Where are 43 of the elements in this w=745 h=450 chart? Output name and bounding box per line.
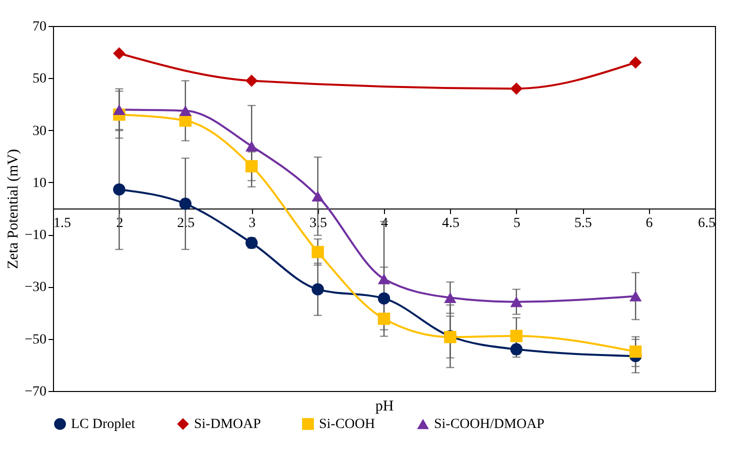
point [444, 292, 456, 303]
x-tick-label: 6 [646, 216, 653, 231]
point [378, 274, 390, 284]
y-tick-label: −70 [24, 384, 46, 400]
point [245, 236, 258, 250]
point [629, 346, 642, 358]
point [378, 292, 390, 305]
y-tick-label: 30 [32, 124, 46, 139]
point [312, 246, 324, 258]
legend-label: Si-DMOAP [194, 417, 262, 432]
point [510, 296, 523, 308]
x-tick-label: 3 [248, 216, 256, 231]
legend-label: LC Droplet [71, 417, 136, 432]
x-axis-title: pH [375, 398, 394, 414]
x-tick-label: 5 [513, 216, 520, 231]
y-tick-label: −10 [24, 228, 46, 244]
point [510, 82, 523, 95]
point [245, 140, 258, 152]
y-tick-label: 10 [32, 176, 46, 191]
point [312, 283, 324, 296]
point [113, 183, 126, 196]
point [629, 290, 642, 302]
point [510, 330, 523, 342]
point [378, 312, 390, 325]
point [179, 198, 192, 210]
legend-label: Si-COOH/DMOAP [434, 417, 545, 432]
y-tick-label: 70 [32, 20, 46, 34]
point [179, 105, 192, 116]
point [245, 160, 258, 172]
point [113, 47, 126, 60]
y-tick-label: −30 [24, 280, 46, 296]
point [629, 56, 642, 69]
x-tick-label: 5.5 [574, 216, 592, 231]
y-tick-label: −50 [24, 332, 46, 348]
x-tick-label: 4.5 [442, 216, 460, 231]
point [245, 74, 258, 87]
x-tick-label: 1.5 [54, 216, 71, 231]
legend-label: Si-COOH [319, 417, 376, 432]
point [312, 190, 324, 202]
y-axis-title: Zeta Potential (mV) [6, 149, 22, 269]
y-tick-label: 50 [32, 72, 46, 87]
x-tick-label: 6.5 [698, 216, 716, 231]
point [113, 104, 126, 115]
